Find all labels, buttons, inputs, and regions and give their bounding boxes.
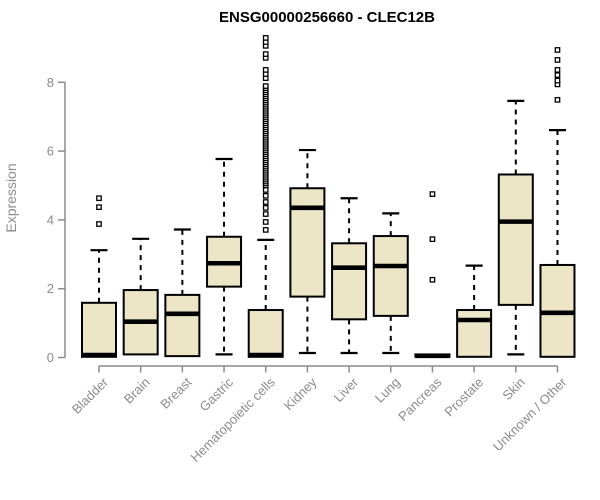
- box-skin: [497, 173, 534, 306]
- x-category-label: Prostate: [441, 375, 486, 420]
- chart-title: ENSG00000256660 - CLEC12B: [219, 9, 435, 26]
- outlier-point-bladder: [96, 195, 102, 202]
- outlier-point-unknown-other: [554, 77, 561, 84]
- outlier-point-unknown-other: [554, 96, 561, 103]
- outlier-point-hematopoietic-cells: [262, 205, 269, 211]
- x-category-label: Breast: [157, 374, 194, 411]
- x-category-label: Skin: [499, 375, 527, 403]
- outlier-point-hematopoietic-cells: [262, 219, 269, 225]
- outlier-point-pancreas: [429, 191, 436, 197]
- outlier-point-unknown-other: [554, 67, 561, 73]
- outlier-point-hematopoietic-cells: [262, 199, 269, 205]
- box-breast: [164, 293, 201, 358]
- x-category-label: Bladder: [69, 374, 112, 417]
- y-tick-label: 4: [47, 212, 54, 227]
- x-category-label: Brain: [121, 375, 153, 407]
- outlier-point-hematopoietic-cells: [262, 211, 269, 217]
- outlier-point-hematopoietic-cells: [262, 67, 269, 73]
- outlier-point-hematopoietic-cells: [262, 227, 269, 233]
- outlier-point-pancreas: [429, 236, 436, 243]
- x-category-label: Gastric: [196, 374, 236, 414]
- outlier-point-unknown-other: [554, 57, 561, 63]
- outlier-point-unknown-other: [554, 72, 561, 78]
- box-bladder: [81, 301, 117, 358]
- box-hematopoietic-cells: [247, 309, 284, 358]
- outlier-point-hematopoietic-cells: [262, 187, 269, 193]
- y-axis-label: Expression: [3, 163, 19, 232]
- x-category-label: Liver: [331, 374, 362, 405]
- box-prostate: [456, 309, 493, 358]
- outlier-point-bladder: [96, 204, 102, 211]
- x-category-label: Lung: [372, 375, 403, 406]
- x-category-label: Pancreas: [395, 374, 445, 424]
- y-tick-label: 8: [47, 75, 54, 90]
- outlier-point-hematopoietic-cells: [262, 83, 269, 89]
- x-category-label: Unknown / Other: [490, 374, 570, 454]
- x-category-label: Kidney: [281, 374, 320, 413]
- outlier-point-hematopoietic-cells: [262, 51, 269, 57]
- box-lung: [372, 235, 409, 317]
- outlier-point-pancreas: [429, 276, 436, 283]
- box-liver: [331, 242, 368, 321]
- y-tick-label: 6: [47, 144, 54, 159]
- outlier-point-hematopoietic-cells: [262, 192, 269, 199]
- outlier-point-unknown-other: [554, 47, 561, 53]
- y-tick-label: 2: [47, 281, 54, 296]
- y-tick-label: 0: [47, 350, 54, 365]
- outlier-point-hematopoietic-cells: [262, 35, 269, 41]
- box-kidney: [289, 187, 326, 298]
- outlier-point-bladder: [96, 221, 102, 227]
